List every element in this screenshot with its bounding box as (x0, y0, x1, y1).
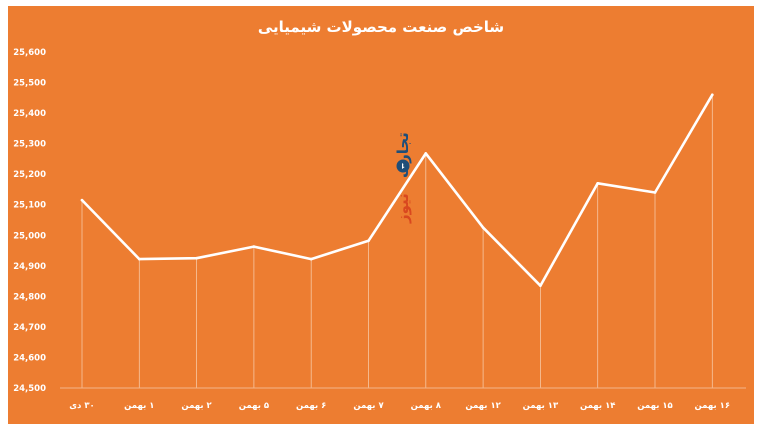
x-tick-label: ۲ بهمن (181, 401, 212, 411)
x-axis-ticks: ۳۰ دی ۱ بهمن ۲ بهمن ۵ بهمن ۶ بهمن ۷ بهمن ۸ بهم… (69, 401, 730, 411)
chart-title: شاخص صنعت محصولات شیمیایی (258, 18, 504, 36)
y-tick-label: 24,700 (13, 323, 46, 333)
data-point (367, 239, 370, 243)
x-tick-label: ۱۳ بهمن (523, 401, 559, 411)
data-point (252, 245, 256, 248)
watermark-logo: تجارت نیوز (394, 132, 412, 224)
data-point (653, 191, 657, 194)
x-tick-label: ۱ بهمن (124, 401, 154, 411)
x-tick-label: ۳۰ دی (69, 401, 95, 411)
x-tick-label: ۱۲ بهمن (465, 401, 501, 411)
watermark-text-part1: تجارت (394, 132, 412, 178)
y-axis-ticks: 24,500 24,600 24,700 24,800 24,900 25,000 25,1… (13, 48, 46, 394)
series-points (80, 93, 714, 287)
x-tick-label: ۱۴ بهمن (580, 401, 616, 411)
x-tick-label: ۸ بهمن (411, 401, 442, 411)
x-tick-label: ۵ بهمن (239, 401, 269, 411)
watermark-arrow-icon (402, 163, 406, 169)
y-tick-label: 25,500 (13, 79, 46, 89)
data-point (481, 226, 485, 229)
data-point (195, 256, 198, 260)
x-tick-label: ۶ بهمن (296, 401, 326, 411)
data-point (539, 284, 542, 287)
data-point (596, 182, 599, 185)
series-line (80, 93, 714, 288)
data-point (138, 257, 141, 261)
watermark-text-part2: نیوز (394, 193, 412, 224)
x-tick-label: ۱۵ بهمن (637, 401, 673, 411)
x-tick-label: ۷ بهمن (353, 401, 384, 411)
data-point (80, 198, 84, 202)
x-tick-label: ۱۶ بهمن (695, 401, 731, 411)
line-chart: شاخص صنعت محصولات شیمیایی 24,50024,60024… (13, 18, 746, 411)
y-tick-label: 25,000 (13, 231, 46, 241)
y-tick-label: 25,100 (13, 201, 46, 211)
data-point (711, 93, 714, 97)
y-tick-label: 24,900 (13, 262, 46, 272)
y-tick-label: 24,500 (13, 384, 46, 394)
y-tick-label: 25,600 (13, 48, 46, 58)
drop-lines (81, 94, 713, 388)
chart-panel: شاخص صنعت محصولات شیمیایی 24,500 24,600 24… (8, 6, 754, 424)
y-tick-label: 24,800 (13, 292, 46, 302)
y-tick-label: 25,400 (13, 109, 46, 119)
y-tick-label: 25,200 (13, 170, 46, 180)
y-tick-label: 25,300 (13, 140, 46, 150)
data-point (309, 257, 313, 261)
data-point (424, 152, 428, 155)
y-tick-label: 24,600 (13, 353, 46, 363)
